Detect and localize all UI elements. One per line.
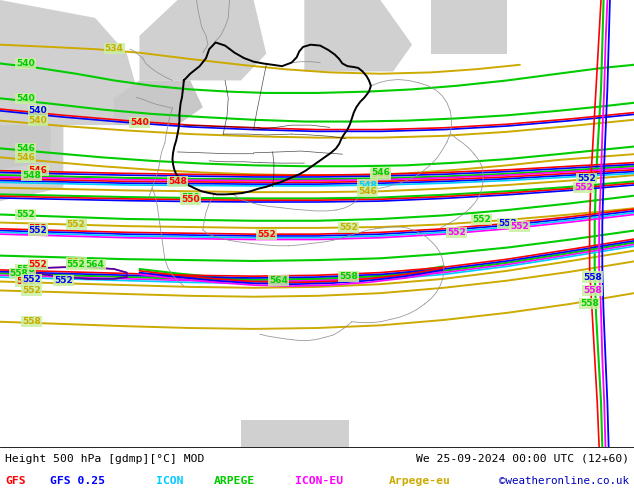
Text: Arpege-eu: Arpege-eu [389,475,451,486]
Text: 552: 552 [22,275,41,284]
Polygon shape [0,0,139,125]
Text: 552: 552 [498,219,517,228]
Text: GFS: GFS [5,475,26,486]
Text: ARPEGE: ARPEGE [213,475,255,486]
Text: 546: 546 [371,168,390,177]
Text: 558: 558 [16,266,35,274]
Text: 552: 552 [447,228,466,237]
Text: 552: 552 [67,260,86,269]
Polygon shape [431,0,507,53]
Text: 534: 534 [105,44,124,53]
Text: 540: 540 [130,118,149,127]
Text: 564: 564 [269,276,288,285]
Polygon shape [0,125,51,170]
Text: 552: 552 [574,183,593,192]
Text: 558: 558 [583,272,602,282]
Text: 546: 546 [16,144,35,153]
Text: 552: 552 [339,223,358,232]
Text: 559: 559 [16,277,35,286]
Polygon shape [304,0,412,72]
Polygon shape [139,0,266,80]
Text: 552: 552 [577,174,596,183]
Text: We 25-09-2024 00:00 UTC (12+60): We 25-09-2024 00:00 UTC (12+60) [416,454,629,464]
Text: 552: 552 [472,216,491,224]
Text: 558: 558 [22,317,41,326]
Text: 552: 552 [16,210,35,219]
Text: 558: 558 [580,299,599,308]
Text: 548: 548 [358,180,377,190]
Text: 546: 546 [371,170,390,179]
Text: 548: 548 [22,171,41,180]
Text: 564: 564 [86,260,105,269]
Text: 564: 564 [67,258,86,267]
Text: 552: 552 [29,260,48,269]
Text: 540: 540 [29,116,48,125]
Text: 546: 546 [29,166,48,175]
Polygon shape [241,420,349,447]
Text: 558: 558 [10,269,29,278]
Text: 540: 540 [16,94,35,103]
Text: 540: 540 [29,106,48,115]
Text: ©weatheronline.co.uk: ©weatheronline.co.uk [499,475,629,486]
Polygon shape [0,125,63,201]
Text: 546: 546 [16,153,35,162]
Text: 550: 550 [181,194,200,202]
Text: 552: 552 [22,286,41,295]
Polygon shape [114,80,203,125]
Text: 552: 552 [29,224,48,233]
Text: 550: 550 [181,195,200,204]
Text: 540: 540 [16,59,35,68]
Text: 558: 558 [339,271,358,281]
Text: 552: 552 [29,226,48,235]
Text: 552: 552 [67,220,86,229]
Text: 558: 558 [583,286,602,295]
Text: ICON: ICON [156,475,184,486]
Text: ICON-EU: ICON-EU [295,475,343,486]
Text: GFS 0.25: GFS 0.25 [49,475,105,486]
Text: 552: 552 [510,221,529,231]
Text: 552: 552 [257,230,276,239]
Text: Height 500 hPa [gdmp][°C] MOD: Height 500 hPa [gdmp][°C] MOD [5,454,204,464]
Text: 552: 552 [54,276,73,285]
Text: 546: 546 [358,187,377,196]
Text: 548: 548 [168,177,187,186]
